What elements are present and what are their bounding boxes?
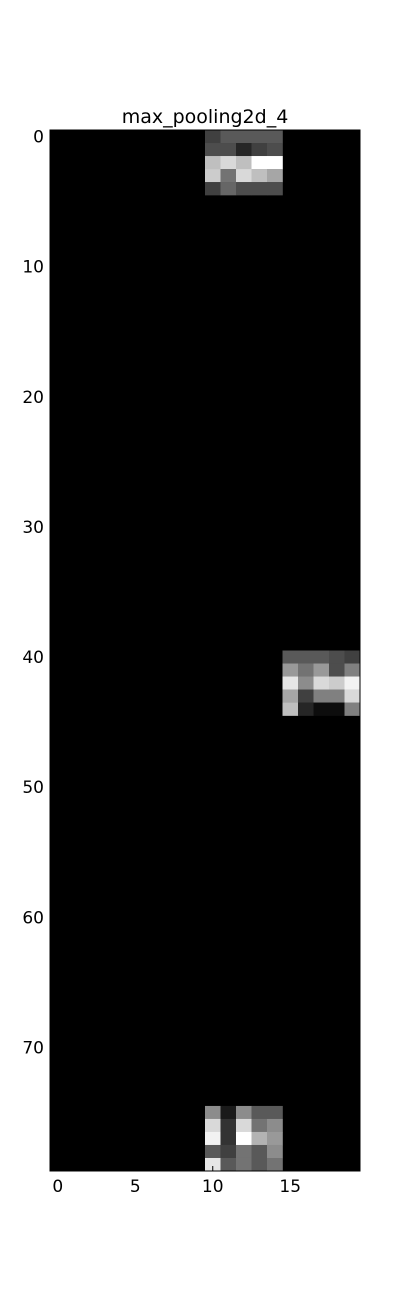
heatmap-cell (345, 690, 361, 703)
y-tick-label: 20 (22, 388, 44, 408)
heatmap-cell (236, 143, 252, 156)
heatmap-cell (314, 651, 330, 664)
heatmap-cell (298, 690, 314, 703)
heatmap-cell (221, 1158, 237, 1171)
heatmap-cell (221, 1132, 237, 1145)
heatmap-cell (329, 677, 345, 690)
heatmap-cell (205, 130, 221, 143)
heatmap-cell (221, 182, 237, 195)
heatmap-cell (205, 169, 221, 182)
heatmap-cell (221, 1145, 237, 1158)
heatmap-cell (205, 1106, 221, 1119)
heatmap-cell (252, 1106, 268, 1119)
heatmap-cell (298, 664, 314, 677)
heatmap-cell (314, 690, 330, 703)
x-tick-label: 10 (202, 1177, 224, 1197)
heatmap-cell (236, 1119, 252, 1132)
heatmap-cell (221, 1119, 237, 1132)
heatmap-cell (283, 690, 299, 703)
heatmap-cell (267, 156, 283, 169)
heatmap-cell (329, 651, 345, 664)
heatmap-cell (252, 1119, 268, 1132)
heatmap-cell (205, 156, 221, 169)
chart-title: max_pooling2d_4 (122, 106, 289, 128)
heatmap-cell (267, 1145, 283, 1158)
heatmap-cell (205, 182, 221, 195)
heatmap-cell (236, 130, 252, 143)
heatmap-cell (298, 651, 314, 664)
heatmap-cell (298, 677, 314, 690)
heatmap-cell (267, 1106, 283, 1119)
heatmap-cell (205, 1145, 221, 1158)
heatmap-cell (252, 182, 268, 195)
heatmap-cell (345, 664, 361, 677)
heatmap-cell (236, 1158, 252, 1171)
x-tick-label: 5 (130, 1177, 141, 1197)
heatmap-cell (252, 156, 268, 169)
heatmap-cell (345, 677, 361, 690)
heatmap-cell (267, 169, 283, 182)
heatmap-cell (267, 182, 283, 195)
heatmap-cell (252, 1132, 268, 1145)
x-tick-label: 15 (279, 1177, 301, 1197)
heatmap-cell (205, 143, 221, 156)
heatmap-cell (252, 1158, 268, 1171)
heatmap-cell (221, 143, 237, 156)
heatmap-cell (283, 664, 299, 677)
heatmap-cell (267, 1132, 283, 1145)
heatmap-cell (252, 169, 268, 182)
heatmap-cell (252, 130, 268, 143)
x-tick-label: 0 (52, 1177, 63, 1197)
heatmap-cell (221, 169, 237, 182)
heatmap-cell (329, 690, 345, 703)
heatmap-cell (236, 1145, 252, 1158)
heatmap-cell (329, 703, 345, 716)
heatmap-cell (221, 1106, 237, 1119)
heatmap-cell (236, 1132, 252, 1145)
heatmap-cell (314, 664, 330, 677)
heatmap-cell (221, 130, 237, 143)
heatmap-cell (298, 703, 314, 716)
heatmap-cell (205, 1119, 221, 1132)
heatmap-cell (236, 1106, 252, 1119)
heatmap-cell (283, 677, 299, 690)
y-tick-label: 70 (22, 1038, 44, 1058)
heatmap-cell (236, 156, 252, 169)
heatmap-cell (329, 664, 345, 677)
heatmap-cell (236, 169, 252, 182)
heatmap-cell (267, 143, 283, 156)
y-tick-label: 0 (33, 128, 44, 148)
heatmap-cell (283, 651, 299, 664)
y-tick-label: 60 (22, 908, 44, 928)
heatmap-cell (205, 1132, 221, 1145)
y-tick-label: 40 (22, 648, 44, 668)
heatmap-cell (345, 651, 361, 664)
heatmap-cell (283, 703, 299, 716)
y-tick-label: 30 (22, 518, 44, 538)
heatmap-cell (314, 677, 330, 690)
y-tick-label: 10 (22, 258, 44, 278)
heatmap-cell (345, 703, 361, 716)
heatmap-cell (267, 1119, 283, 1132)
heatmap-cell (221, 156, 237, 169)
heatmap-cell (267, 130, 283, 143)
heatmap-cell (252, 143, 268, 156)
y-tick-label: 50 (22, 778, 44, 798)
heatmap-cell (267, 1158, 283, 1171)
heatmap-cell (236, 182, 252, 195)
heatmap-cell (314, 703, 330, 716)
heatmap-cell (252, 1145, 268, 1158)
